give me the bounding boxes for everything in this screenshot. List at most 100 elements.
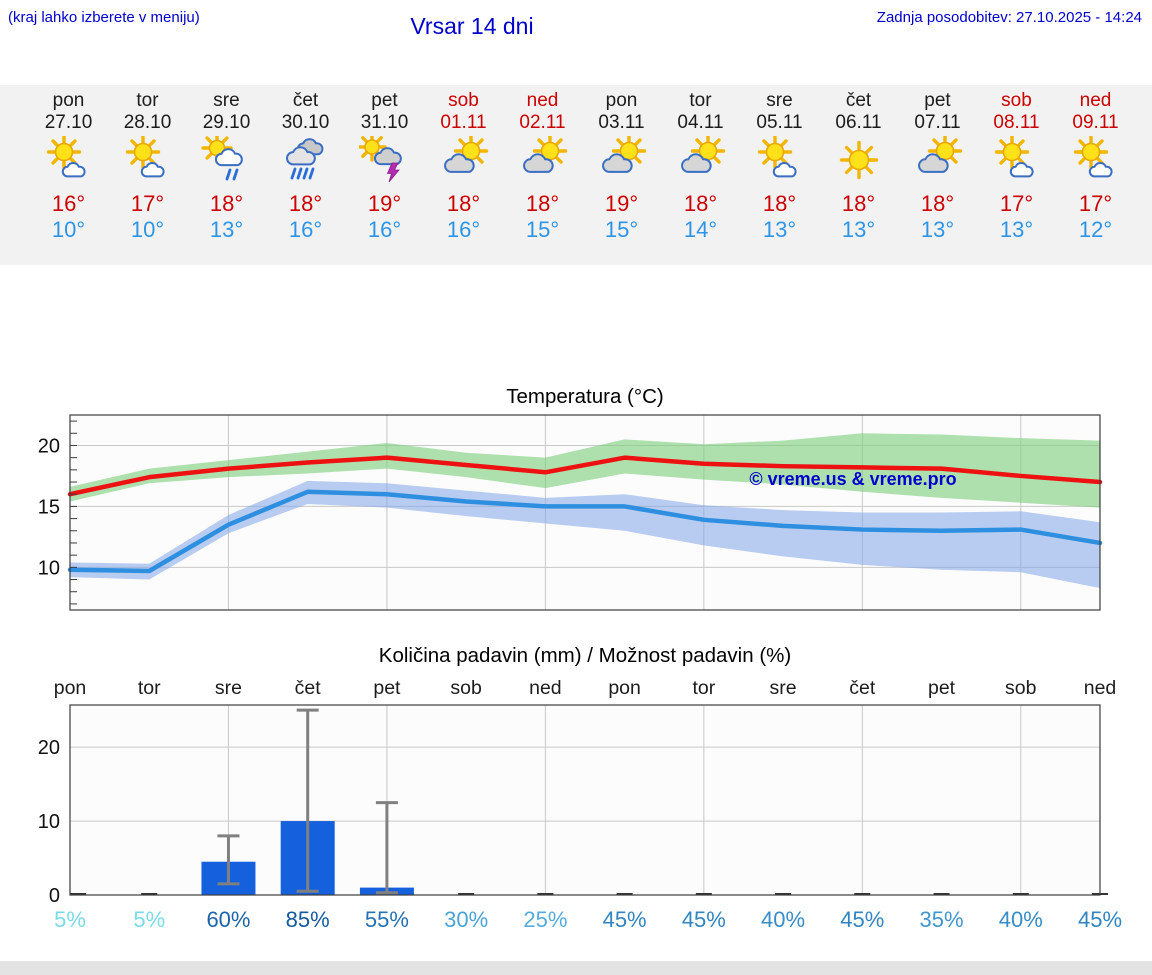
day-name: sre <box>213 90 240 111</box>
precip-y-label: 0 <box>49 885 60 907</box>
precip-day-label: ned <box>529 677 562 699</box>
precip-probability-label: 30% <box>444 907 488 932</box>
day-column: ned 09.11 17° 12° <box>1056 90 1135 265</box>
precip-day-label: tor <box>692 677 715 699</box>
day-column: pet 07.11 18° 13° <box>898 90 977 265</box>
partly-cloudy-icon <box>424 136 503 188</box>
precip-probability-label: 5% <box>54 907 86 932</box>
footer-strip <box>0 961 1152 975</box>
day-date: 09.11 <box>1072 112 1119 133</box>
precip-day-label: sob <box>450 677 482 699</box>
last-updated: Zadnja posodobitev: 27.10.2025 - 14:24 <box>876 9 1142 26</box>
day-name: pet <box>924 90 951 111</box>
precip-day-label: ned <box>1084 677 1117 699</box>
precip-day-label: tor <box>138 677 161 699</box>
day-date: 03.11 <box>598 112 645 133</box>
precip-day-label: sre <box>770 677 797 699</box>
low-temperature: 10° <box>51 217 86 242</box>
high-temperature: 18° <box>841 191 876 216</box>
low-temperature: 15° <box>525 217 560 242</box>
low-temperature: 13° <box>762 217 797 242</box>
probability-labels: 5% 5% 60% 85% 55% 30% 25% 45% 45% 40% 45% 35% 40% 45% <box>54 907 1122 932</box>
precip-day-label: pon <box>608 677 641 699</box>
location-hint: (kraj lahko izberete v meniju) <box>8 9 200 26</box>
watermark: © vreme.us & vreme.pro <box>749 469 956 489</box>
thunderstorm-icon <box>345 136 424 188</box>
day-column: čet 30.10 18° 16° <box>266 90 345 265</box>
precip-probability-label: 45% <box>603 907 647 932</box>
high-temperature: 18° <box>288 191 323 216</box>
precip-probability-label: 55% <box>365 907 409 932</box>
high-temperature: 18° <box>683 191 718 216</box>
high-temperature: 18° <box>525 191 560 216</box>
day-name: ned <box>526 90 559 111</box>
mostly-sunny-icon <box>740 136 819 188</box>
day-name: pet <box>371 90 398 111</box>
precip-grid <box>70 705 1100 895</box>
temp-chart-title: Temperatura (°C) <box>506 385 663 408</box>
temp-y-label: 20 <box>38 435 60 457</box>
precip-day-label: sob <box>1005 677 1037 699</box>
low-temperature: 13° <box>920 217 955 242</box>
precip-day-label: pet <box>928 677 956 699</box>
precip-probability-label: 40% <box>761 907 805 932</box>
day-column: ned 02.11 18° 15° <box>503 90 582 265</box>
low-temperature: 15° <box>604 217 639 242</box>
temperature-chart: Temperatura (°C) © vreme.us & vreme.pro 10… <box>38 385 1103 611</box>
partly-cloudy-icon <box>503 136 582 188</box>
low-temperature: 13° <box>999 217 1034 242</box>
precip-probability-label: 45% <box>682 907 726 932</box>
day-column: pon 27.10 16° 10° <box>29 90 108 265</box>
day-column: sob 01.11 18° 16° <box>424 90 503 265</box>
max-temp-line <box>67 455 1103 497</box>
day-name: pon <box>52 90 85 111</box>
day-column: pon 03.11 19° 15° <box>582 90 661 265</box>
temp-minor-ticks <box>70 420 77 605</box>
precipitation-chart: Količina padavin (mm) / Možnost padavin … <box>38 644 1122 932</box>
high-temperature: 19° <box>604 191 639 216</box>
precip-day-label: pon <box>54 677 87 699</box>
precip-probability-label: 60% <box>206 907 250 932</box>
day-column: tor 04.11 18° 14° <box>661 90 740 265</box>
precip-probability-label: 25% <box>523 907 567 932</box>
day-date: 02.11 <box>519 112 566 133</box>
low-temperature: 10° <box>130 217 165 242</box>
day-column: pet 31.10 19° 16° <box>345 90 424 265</box>
high-temperature: 17° <box>1078 191 1113 216</box>
sun-shower-icon <box>187 136 266 188</box>
high-temperature: 18° <box>762 191 797 216</box>
precip-day-label: sre <box>215 677 242 699</box>
precip-chart-title: Količina padavin (mm) / Možnost padavin … <box>379 644 791 667</box>
precip-day-labels: pon tor sre čet pet sob ned pon tor sre čet pet sob n… <box>54 677 1117 699</box>
max-temp-band <box>70 433 1100 508</box>
temp-y-label: 15 <box>38 496 60 518</box>
high-temperature: 17° <box>130 191 165 216</box>
day-name: ned <box>1079 90 1112 111</box>
day-name: čet <box>845 90 872 111</box>
high-temperature: 18° <box>446 191 481 216</box>
day-date: 04.11 <box>677 112 724 133</box>
precip-y-label: 10 <box>38 811 60 833</box>
day-name: tor <box>136 90 159 111</box>
day-date: 05.11 <box>756 112 803 133</box>
day-date: 06.11 <box>835 112 882 133</box>
day-name: sob <box>1001 90 1032 111</box>
forecast-row: pon 27.10 16° 10° tor 28.10 17° 10° sre … <box>0 85 1152 265</box>
mostly-sunny-icon <box>1056 136 1135 188</box>
sunny-icon <box>819 136 898 188</box>
high-temperature: 19° <box>367 191 402 216</box>
precip-probability-label: 45% <box>1078 907 1122 932</box>
day-column: čet 06.11 18° 13° <box>819 90 898 265</box>
low-temperature: 16° <box>288 217 323 242</box>
precip-probability-label: 40% <box>999 907 1043 932</box>
day-name: tor <box>689 90 712 111</box>
precip-probability-label: 35% <box>920 907 964 932</box>
high-temperature: 18° <box>920 191 955 216</box>
day-date: 01.11 <box>440 112 487 133</box>
precip-day-label: pet <box>373 677 401 699</box>
precip-probability-label: 5% <box>133 907 165 932</box>
low-temperature: 13° <box>841 217 876 242</box>
partly-cloudy-icon <box>898 136 977 188</box>
day-name: sob <box>448 90 479 111</box>
